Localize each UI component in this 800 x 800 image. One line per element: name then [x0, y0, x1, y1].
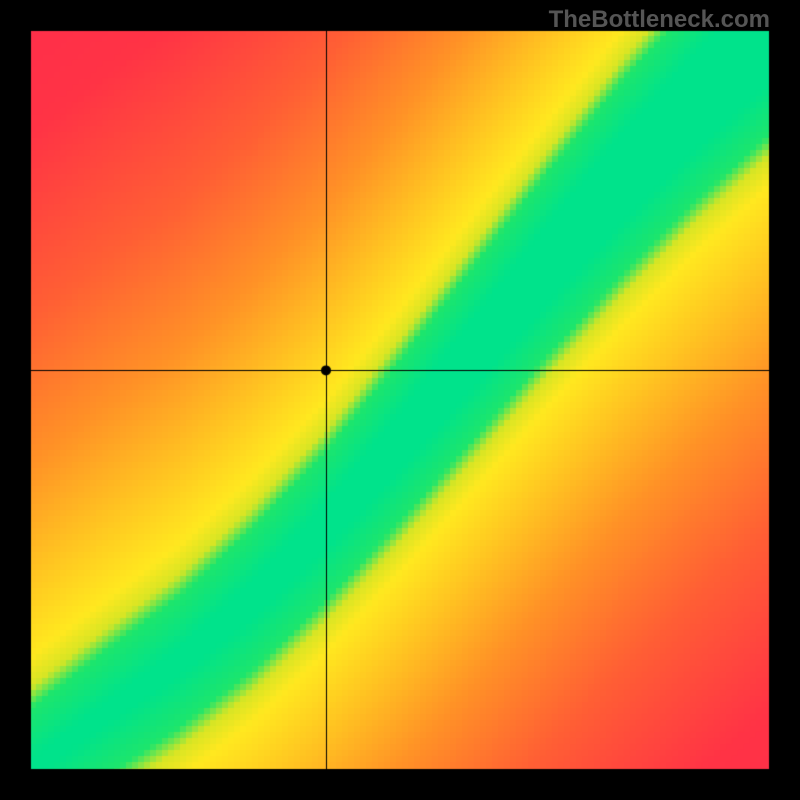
watermark-text: TheBottleneck.com: [549, 6, 770, 34]
bottleneck-heatmap: [0, 0, 800, 800]
chart-wrapper: TheBottleneck.com: [0, 0, 800, 800]
